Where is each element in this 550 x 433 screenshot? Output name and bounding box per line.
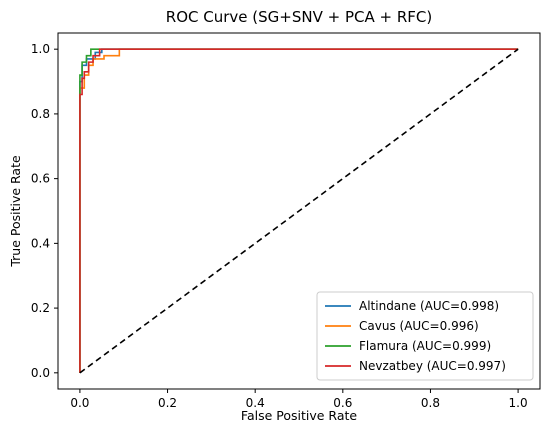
y-tick-label: 0.6 (31, 172, 50, 186)
x-axis-label: False Positive Rate (241, 408, 357, 423)
legend: Altindane (AUC=0.998) Cavus (AUC=0.996) Fl… (316, 291, 534, 381)
plot-frame (57, 32, 541, 390)
y-tick-label: 0.4 (31, 236, 50, 250)
x-tick-label: 0.8 (421, 396, 440, 410)
y-tick-label: 0.2 (31, 301, 50, 315)
y-axis-ticks: 0.0 0.2 0.4 0.6 0.8 1.0 (31, 42, 58, 380)
chart-title: ROC Curve (SG+SNV + PCA + RFC) (166, 8, 432, 26)
x-axis-ticks: 0.0 0.2 0.4 0.6 0.8 1.0 (70, 389, 528, 410)
x-tick-label: 0.0 (70, 396, 89, 410)
x-tick-label: 0.4 (246, 396, 265, 410)
legend-box (316, 291, 534, 381)
legend-label: Flamura (AUC=0.999) (359, 339, 491, 353)
legend-label: Altindane (AUC=0.998) (359, 299, 499, 313)
series-line-4 (79, 48, 519, 373)
legend-label: Cavus (AUC=0.996) (359, 319, 479, 333)
legend-label: Nevzatbey (AUC=0.997) (359, 359, 506, 373)
y-tick-label: 0.0 (31, 366, 50, 380)
y-tick-label: 1.0 (31, 42, 50, 56)
series-line-3 (79, 48, 519, 373)
x-tick-label: 0.6 (333, 396, 352, 410)
reference-diagonal-line (79, 48, 519, 374)
x-tick-label: 1.0 (509, 396, 528, 410)
x-tick-label: 0.2 (158, 396, 177, 410)
y-tick-label: 0.8 (31, 107, 50, 121)
y-axis-label: True Positive Rate (8, 155, 23, 268)
series-line-2 (79, 48, 519, 373)
plot-area (57, 32, 541, 390)
